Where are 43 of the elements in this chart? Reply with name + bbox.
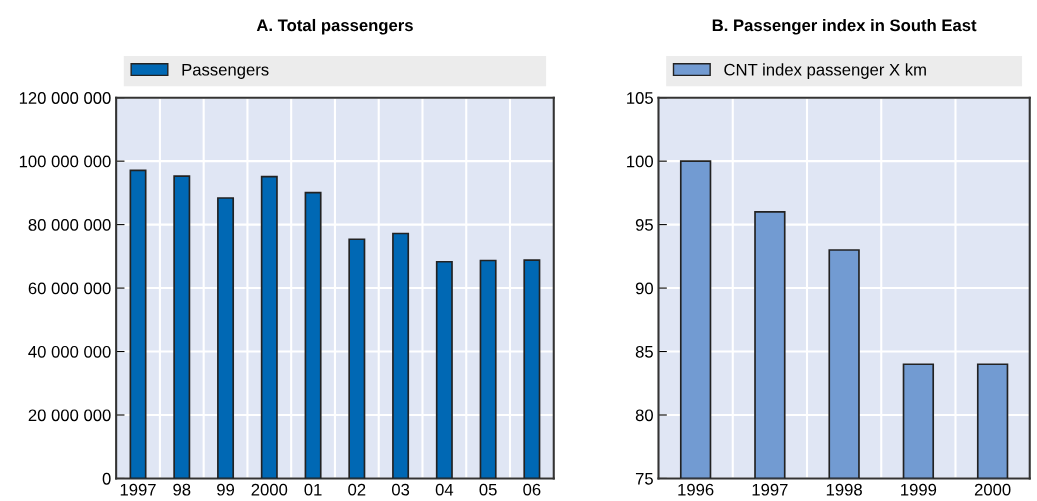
bar	[129, 169, 147, 479]
y-tick-label: 90	[635, 282, 653, 295]
y-tick-label: 80 000 000	[28, 219, 111, 231]
bar	[217, 197, 235, 479]
y-tick-label: 105	[627, 92, 653, 104]
x-tick-label: 99	[217, 483, 235, 496]
x-tick-label: 98	[173, 483, 191, 496]
x-tick-label: 03	[391, 483, 410, 496]
x-tick-label: 2000	[251, 483, 288, 496]
x-tick-label: 1996	[678, 483, 714, 496]
y-tick-label: 95	[635, 219, 653, 231]
legend-label: Passengers	[182, 63, 269, 79]
y-tick-label: 120 000 000	[19, 92, 111, 104]
x-tick-label: 04	[435, 483, 454, 496]
y-tick-label: 100 000 000	[19, 155, 111, 168]
y-tick-label: 100	[627, 155, 653, 168]
x-tick-label: 1997	[120, 483, 156, 496]
x-tick-label: 2000	[974, 483, 1011, 496]
chart-title: B. Passenger index in South East	[712, 18, 977, 35]
bar	[392, 232, 410, 479]
chart-title: A. Total passengers	[256, 18, 413, 35]
bar	[304, 191, 322, 479]
x-tick-label: 1998	[826, 483, 862, 496]
bar	[435, 260, 453, 479]
bar	[523, 259, 541, 479]
bar	[479, 259, 497, 479]
x-tick-label: 05	[479, 483, 497, 496]
y-tick-label: 60 000 000	[28, 282, 111, 295]
bar	[348, 238, 366, 479]
x-tick-label: 1997	[752, 483, 788, 496]
x-tick-label: 02	[348, 483, 366, 496]
bar	[173, 175, 191, 479]
y-tick-label: 40 000 000	[28, 345, 111, 358]
legend-label: CNT index passenger X km	[724, 63, 926, 79]
y-tick-label: 75	[635, 473, 653, 485]
y-tick-label: 0	[102, 472, 111, 485]
x-tick-label: 01	[304, 483, 322, 496]
y-tick-label: 85	[635, 345, 653, 358]
x-tick-label: 06	[523, 483, 541, 496]
x-tick-label: 1999	[901, 483, 937, 496]
y-tick-label: 20 000 000	[28, 409, 111, 422]
bar	[260, 175, 278, 479]
y-tick-label: 80	[635, 409, 653, 422]
